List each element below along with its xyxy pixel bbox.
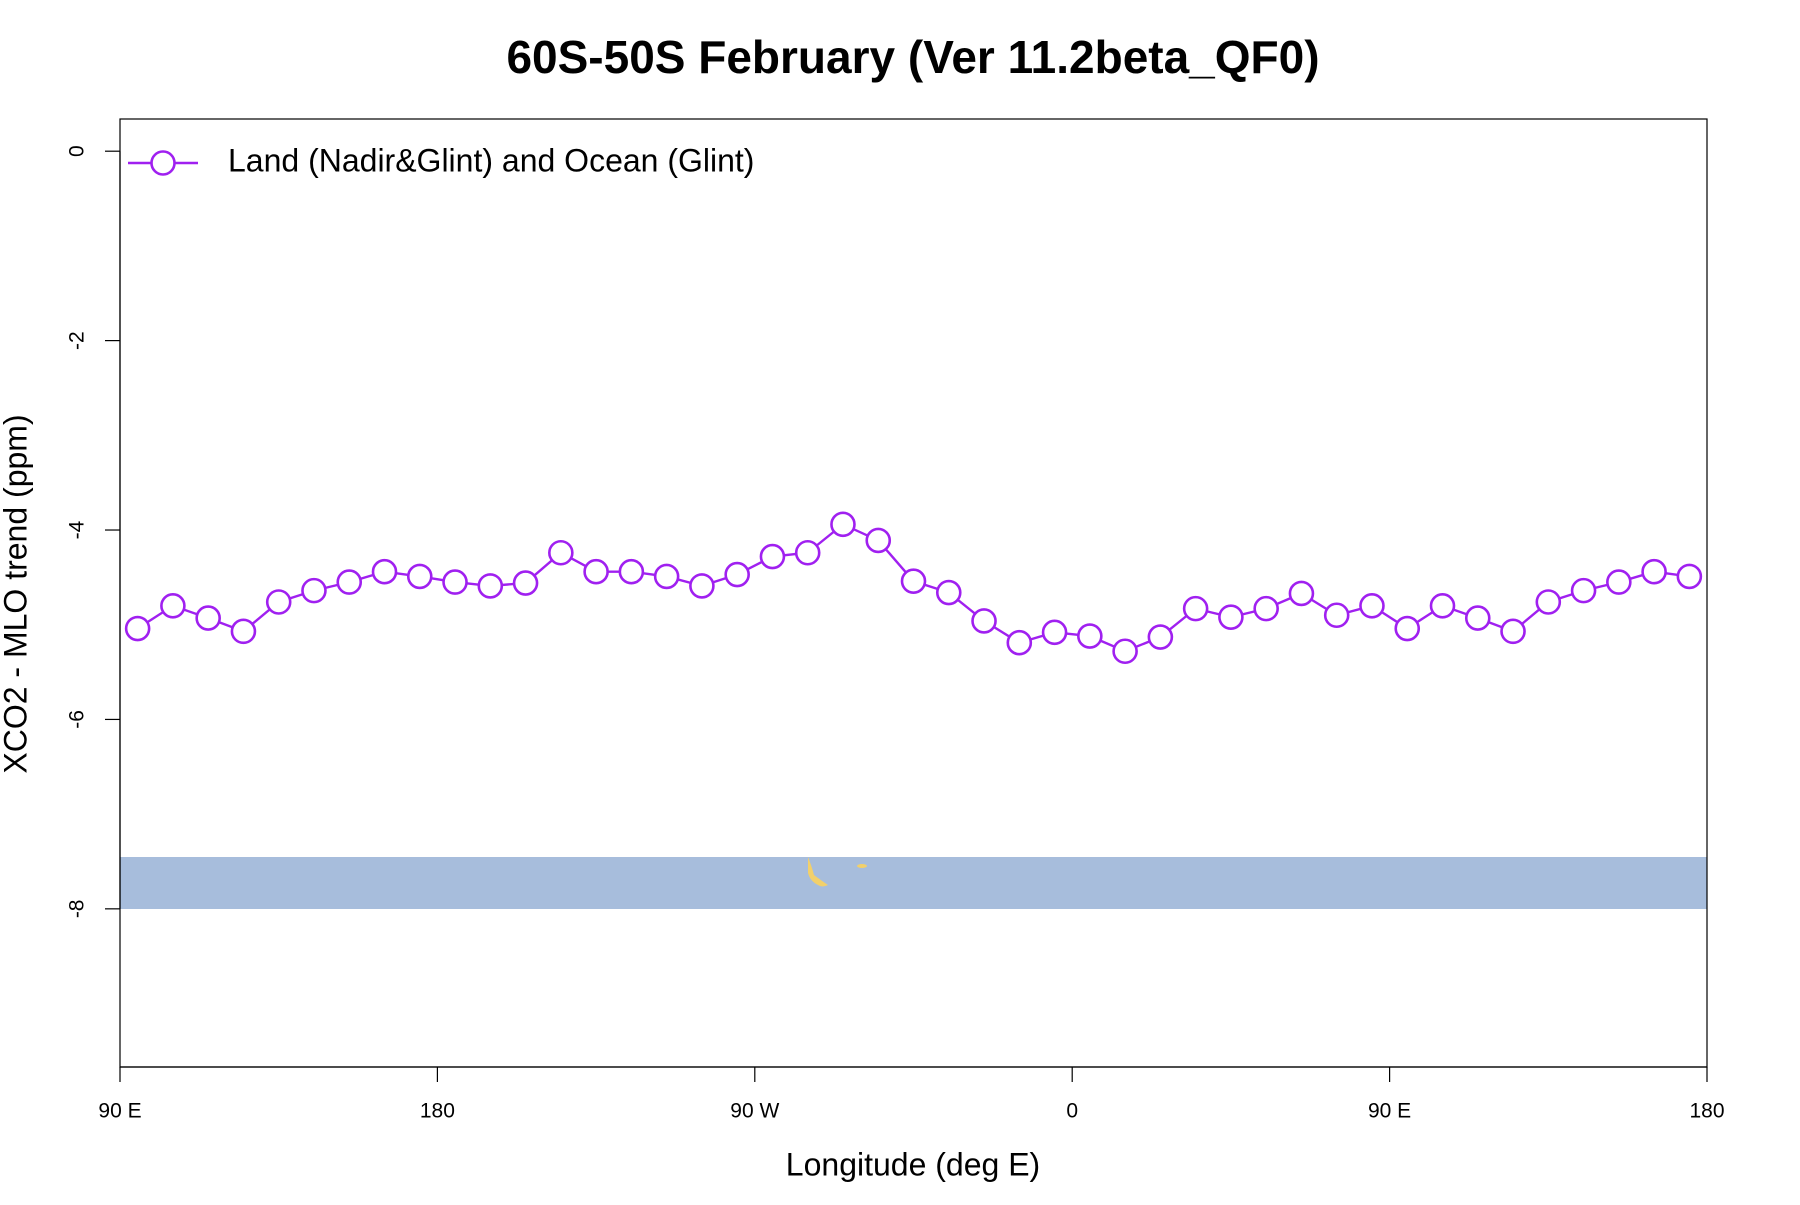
data-point <box>1218 604 1244 630</box>
data-point <box>830 511 856 538</box>
data-point <box>794 539 821 566</box>
data-point <box>935 579 962 606</box>
data-point <box>230 618 257 645</box>
data-point <box>301 577 327 604</box>
data-point <box>1535 589 1562 615</box>
data-point <box>336 569 363 595</box>
x-tick-label: 90 E <box>98 1100 141 1123</box>
data-point <box>724 561 750 588</box>
data-point <box>618 558 645 585</box>
data-point <box>1676 563 1703 590</box>
data-point <box>865 527 892 554</box>
x-tick-label: 0 <box>1066 1100 1078 1123</box>
data-point <box>160 592 186 619</box>
x-tick-label: 90 E <box>1368 1100 1411 1123</box>
data-point <box>371 558 398 585</box>
x-tick-label: 90 W <box>730 1100 779 1123</box>
data-point <box>759 543 786 570</box>
data-point <box>1429 592 1456 619</box>
data-point <box>512 570 539 596</box>
y-tick-label: -2 <box>66 331 89 350</box>
legend-marker <box>150 150 176 176</box>
series <box>124 511 1703 665</box>
y-tick-label: 0 <box>66 145 89 157</box>
chart-title: 60S-50S February (Ver 11.2beta_QF0) <box>506 31 1319 83</box>
data-point <box>548 539 574 566</box>
data-point <box>1041 619 1068 646</box>
legend-label: Land (Nadir&Glint) and Ocean (Glint) <box>228 142 754 178</box>
x-tick-label: 180 <box>1689 1100 1724 1123</box>
data-point <box>124 615 151 642</box>
data-point <box>1077 623 1103 649</box>
data-point <box>1323 602 1350 629</box>
data-point <box>1288 580 1315 607</box>
data-point <box>689 573 715 599</box>
y-axis-label: XCO2 - MLO trend (ppm) <box>0 414 33 773</box>
y-tick-label: -6 <box>66 710 89 729</box>
data-point <box>1641 558 1667 585</box>
y-tick-label: -4 <box>66 520 89 539</box>
ocean-band <box>120 857 1707 909</box>
data-point <box>1606 569 1632 595</box>
data-point <box>1147 624 1174 650</box>
data-point <box>1394 615 1421 642</box>
data-point <box>900 568 927 594</box>
map-strip <box>120 857 1707 909</box>
data-point <box>406 563 433 590</box>
data-point <box>265 589 292 615</box>
data-point <box>1464 605 1491 631</box>
data-point <box>1112 638 1138 665</box>
data-point <box>442 569 468 595</box>
data-point <box>1500 618 1526 645</box>
x-axis-label: Longitude (deg E) <box>786 1146 1040 1182</box>
data-point <box>1570 577 1597 604</box>
data-point <box>1182 595 1209 622</box>
land-patch <box>808 857 828 887</box>
data-point <box>477 573 504 599</box>
data-point <box>971 608 997 634</box>
land-patch <box>857 864 867 868</box>
data-point <box>583 558 609 585</box>
data-point <box>195 605 221 631</box>
data-point <box>1359 592 1385 619</box>
data-point <box>1006 629 1033 656</box>
y-tick-label: -8 <box>66 899 89 918</box>
data-point <box>653 563 680 590</box>
x-tick-label: 180 <box>420 1100 455 1123</box>
legend-item: Land (Nadir&Glint) and Ocean (Glint) <box>128 142 754 178</box>
data-point <box>1253 595 1279 622</box>
